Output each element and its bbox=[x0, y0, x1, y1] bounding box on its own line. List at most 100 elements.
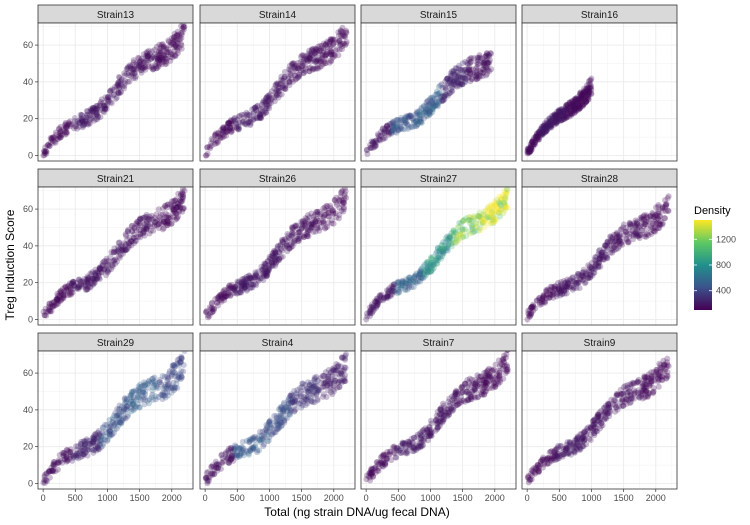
data-point bbox=[178, 40, 184, 47]
data-point bbox=[291, 238, 298, 244]
data-point bbox=[422, 109, 429, 116]
data-point bbox=[564, 105, 571, 112]
data-point bbox=[300, 70, 307, 77]
panel-background bbox=[38, 23, 193, 161]
data-point bbox=[77, 448, 84, 455]
data-point bbox=[64, 457, 71, 464]
data-point bbox=[651, 228, 658, 235]
data-point bbox=[602, 251, 609, 258]
data-point bbox=[449, 397, 456, 404]
data-point bbox=[308, 49, 315, 56]
data-point bbox=[92, 111, 99, 118]
data-point bbox=[453, 401, 460, 408]
data-point bbox=[122, 246, 129, 253]
data-point bbox=[61, 127, 68, 134]
data-point bbox=[576, 105, 583, 112]
data-point bbox=[454, 390, 461, 397]
point-cloud bbox=[363, 50, 495, 157]
data-point bbox=[561, 288, 568, 295]
data-point bbox=[586, 87, 592, 94]
data-point bbox=[538, 299, 545, 306]
data-point bbox=[313, 48, 320, 55]
data-point bbox=[128, 388, 135, 395]
data-point bbox=[433, 416, 439, 423]
data-point bbox=[369, 470, 376, 477]
data-point bbox=[156, 41, 163, 48]
data-point bbox=[504, 366, 511, 373]
data-point bbox=[159, 221, 165, 228]
data-point bbox=[180, 191, 187, 198]
data-point bbox=[98, 265, 104, 272]
data-point bbox=[77, 119, 84, 126]
data-point bbox=[293, 222, 299, 229]
data-point bbox=[541, 122, 547, 129]
data-point bbox=[459, 233, 466, 240]
data-point bbox=[298, 225, 305, 231]
data-point bbox=[482, 375, 488, 381]
data-point bbox=[157, 54, 164, 61]
data-point bbox=[586, 89, 593, 95]
data-point bbox=[112, 95, 119, 102]
data-point bbox=[496, 369, 503, 376]
data-point bbox=[174, 376, 181, 383]
data-point bbox=[589, 263, 596, 270]
data-point bbox=[238, 282, 245, 289]
data-point bbox=[76, 282, 83, 289]
data-point bbox=[60, 292, 67, 299]
data-point bbox=[144, 51, 151, 58]
data-point bbox=[543, 117, 550, 124]
data-point bbox=[549, 289, 556, 296]
data-point bbox=[49, 134, 56, 141]
data-point bbox=[328, 51, 335, 58]
data-point bbox=[480, 59, 487, 66]
data-point bbox=[160, 218, 167, 225]
data-point bbox=[278, 423, 285, 430]
data-point bbox=[633, 219, 640, 226]
data-point bbox=[287, 406, 294, 413]
data-point bbox=[592, 259, 599, 266]
data-point bbox=[173, 196, 180, 203]
data-point bbox=[539, 298, 546, 305]
data-point bbox=[236, 113, 243, 120]
data-point bbox=[452, 393, 459, 399]
data-point bbox=[277, 242, 284, 249]
data-point bbox=[407, 113, 414, 119]
data-point bbox=[297, 58, 304, 65]
data-point bbox=[262, 96, 269, 103]
data-point bbox=[343, 29, 349, 36]
data-point bbox=[504, 363, 510, 370]
data-point bbox=[247, 116, 254, 123]
data-point bbox=[435, 419, 442, 426]
data-point bbox=[85, 281, 92, 288]
data-point bbox=[115, 90, 122, 97]
data-point bbox=[275, 242, 282, 249]
data-point bbox=[502, 362, 509, 369]
data-point bbox=[41, 472, 48, 478]
data-point bbox=[526, 146, 533, 153]
data-point bbox=[307, 58, 314, 65]
data-point bbox=[204, 477, 211, 484]
data-point bbox=[326, 46, 333, 52]
data-point bbox=[83, 276, 90, 283]
data-point bbox=[488, 50, 494, 57]
data-point bbox=[575, 270, 582, 277]
data-point bbox=[317, 213, 324, 220]
data-point bbox=[543, 123, 550, 130]
data-point bbox=[417, 274, 424, 281]
data-point bbox=[386, 448, 393, 455]
data-point bbox=[465, 397, 472, 404]
data-point bbox=[178, 373, 185, 380]
data-point bbox=[177, 358, 184, 365]
data-point bbox=[95, 428, 102, 434]
data-point bbox=[431, 100, 438, 107]
data-point bbox=[426, 263, 433, 270]
data-point bbox=[451, 70, 458, 77]
data-point bbox=[209, 470, 216, 477]
data-point bbox=[268, 255, 275, 262]
data-point bbox=[302, 387, 309, 394]
data-point bbox=[501, 359, 508, 366]
data-point bbox=[337, 27, 344, 34]
data-point bbox=[90, 434, 97, 441]
data-point bbox=[279, 422, 285, 429]
data-point bbox=[317, 42, 324, 49]
